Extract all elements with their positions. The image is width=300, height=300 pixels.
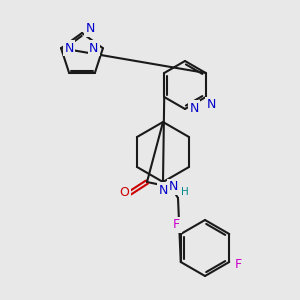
Text: N: N	[64, 42, 74, 55]
Text: F: F	[235, 257, 242, 271]
Text: O: O	[119, 187, 129, 200]
Text: F: F	[173, 218, 180, 232]
Text: N: N	[189, 101, 199, 115]
Text: N: N	[89, 42, 99, 55]
Text: N: N	[158, 184, 168, 196]
Text: H: H	[181, 187, 189, 197]
Text: N: N	[168, 181, 178, 194]
Text: N: N	[85, 22, 95, 35]
Text: N: N	[207, 98, 217, 112]
